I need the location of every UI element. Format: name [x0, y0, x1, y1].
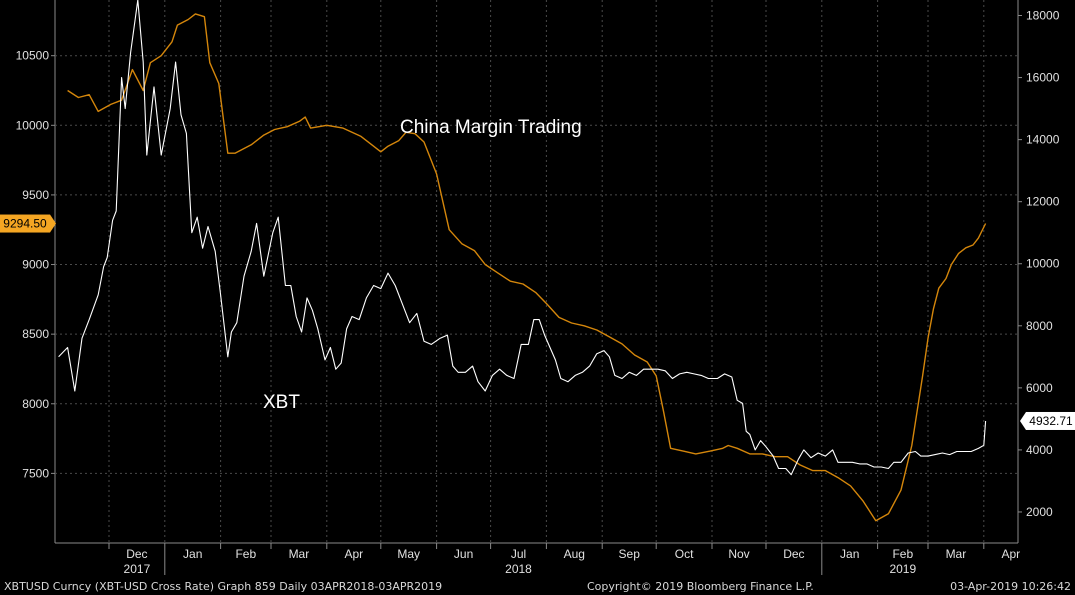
left-tick-label: 7500 [22, 466, 49, 480]
left-last-value-pointer [50, 214, 56, 233]
x-year-label: 2018 [505, 562, 532, 576]
right-tick-label: 10000 [1026, 257, 1060, 271]
footer-security: XBTUSD Curncy (XBT-USD Cross Rate) Graph… [4, 580, 443, 593]
right-tick-label: 8000 [1026, 319, 1053, 333]
right-last-value-box [1026, 411, 1075, 430]
annotations: China Margin Trading XBT [263, 117, 582, 413]
china-margin-trading-line [67, 13, 987, 522]
china-margin-label: China Margin Trading [400, 117, 582, 138]
x-tick-label: Oct [675, 547, 694, 561]
x-tick-label: Mar [946, 547, 967, 561]
right-tick-label: 2000 [1026, 505, 1053, 519]
x-tick-label: Aug [564, 547, 585, 561]
left-tick-label: 9500 [22, 188, 49, 202]
x-tick-label: Jun [454, 547, 473, 561]
left-last-value-text: 9294.50 [3, 217, 47, 231]
left-axis: 7500 8000 8500 9000 9500 10000 10500 [16, 49, 55, 480]
left-tick-label: 8500 [22, 327, 49, 341]
x-tick-label: Jul [511, 547, 526, 561]
x-year-label: 2017 [124, 562, 151, 576]
right-axis: 2000 4000 6000 8000 10000 12000 14000 16000 1800… [1018, 9, 1060, 519]
left-last-value-box [0, 214, 50, 233]
xbt-line [58, 0, 987, 476]
grid [54, 0, 1019, 544]
x-tick-label: Dec [783, 547, 804, 561]
left-tick-label: 10500 [16, 49, 50, 63]
last-value-tags: 9294.50 4932.71 [0, 214, 1075, 430]
x-tick-label: Nov [728, 547, 749, 561]
footer-timestamp: 03-Apr-2019 10:26:42 [950, 580, 1071, 593]
left-tick-label: 8000 [22, 397, 49, 411]
right-tick-label: 16000 [1026, 71, 1060, 85]
x-tick-label: Feb [892, 547, 913, 561]
series-layer [58, 0, 987, 522]
right-tick-label: 4000 [1026, 443, 1053, 457]
chart: 7500 8000 8500 9000 9500 10000 10500 2000 4000 6… [0, 0, 1075, 578]
x-year-label: 2019 [889, 562, 916, 576]
x-tick-label: Mar [289, 547, 310, 561]
x-tick-label: Apr [344, 547, 363, 561]
xbt-label: XBT [263, 392, 300, 413]
x-tick-label: Dec [126, 547, 147, 561]
left-tick-label: 9000 [22, 258, 49, 272]
left-tick-label: 10000 [16, 118, 50, 132]
footer-copyright: Copyright© 2019 Bloomberg Finance L.P. [587, 580, 814, 593]
right-tick-label: 6000 [1026, 381, 1053, 395]
x-tick-label: Feb [235, 547, 256, 561]
footer-bar: XBTUSD Curncy (XBT-USD Cross Rate) Graph… [0, 578, 1075, 595]
right-last-value-text: 4932.71 [1029, 414, 1073, 428]
right-tick-label: 18000 [1026, 9, 1060, 23]
right-last-value-pointer [1020, 411, 1026, 430]
x-tick-label: Sep [619, 547, 641, 561]
x-tick-label: May [397, 547, 420, 561]
x-tick-label: Jan [183, 547, 202, 561]
right-tick-label: 14000 [1026, 133, 1060, 147]
x-tick-label: Jan [840, 547, 859, 561]
x-tick-label: Apr [1001, 547, 1020, 561]
right-tick-label: 12000 [1026, 195, 1060, 209]
